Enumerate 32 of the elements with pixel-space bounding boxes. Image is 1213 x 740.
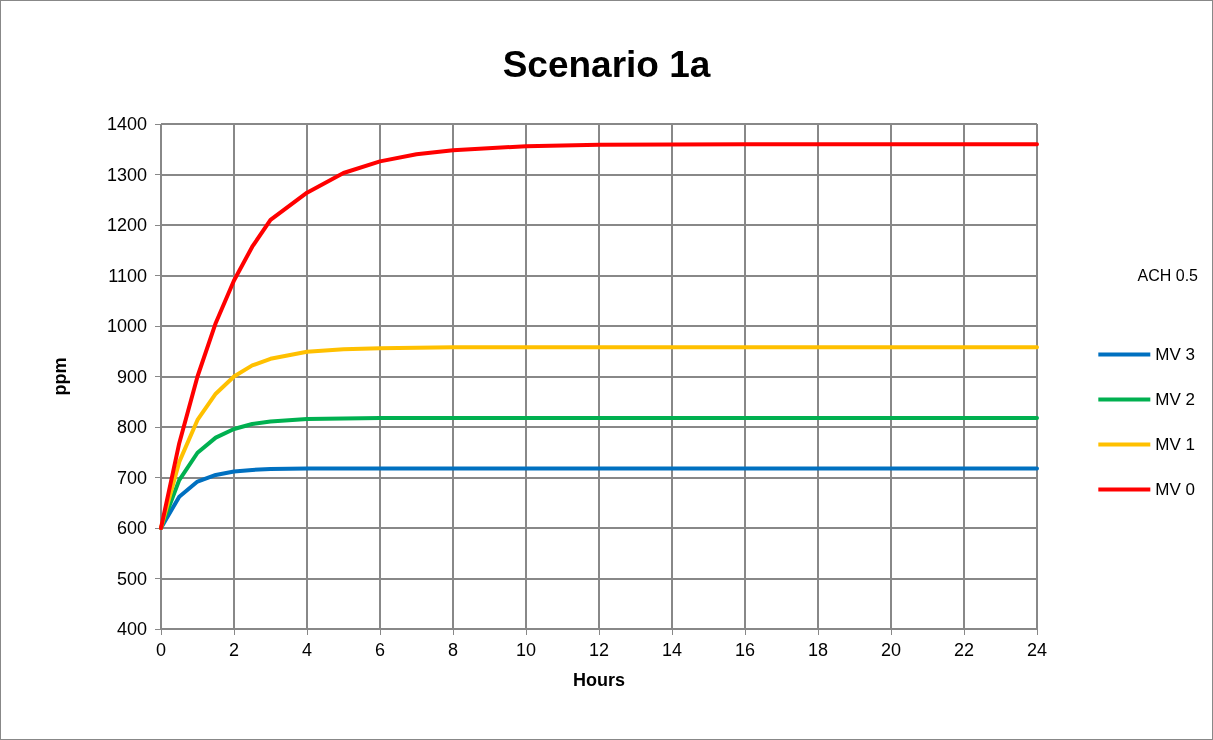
x-axis-title: Hours bbox=[572, 670, 626, 690]
x-tick-label: 2 bbox=[228, 640, 240, 660]
x-tick-label: 12 bbox=[588, 640, 610, 660]
y-tick-label: 1400 bbox=[106, 114, 147, 134]
y-tick-label: 500 bbox=[116, 568, 147, 589]
legend-label: MV 1 bbox=[1155, 435, 1196, 454]
x-tick-label: 10 bbox=[515, 640, 537, 660]
y-tick-label: 1100 bbox=[108, 265, 147, 286]
x-tick-label: 0 bbox=[155, 640, 167, 660]
y-tick-label: 900 bbox=[116, 366, 147, 387]
y-tick-label: 1200 bbox=[106, 215, 147, 235]
y-tick-label: 1300 bbox=[106, 164, 147, 185]
x-tick-label: 4 bbox=[301, 640, 313, 660]
y-axis-title: ppm bbox=[50, 357, 70, 396]
y-tick-label: 1000 bbox=[106, 316, 147, 336]
legend-title: ACH 0.5 bbox=[1137, 266, 1199, 284]
x-tick-label: 20 bbox=[880, 640, 902, 660]
y-tick-label: 600 bbox=[116, 518, 147, 538]
legend-label: MV 2 bbox=[1155, 390, 1196, 409]
legend-label: MV 3 bbox=[1155, 345, 1196, 364]
x-tick-label: 6 bbox=[374, 640, 386, 660]
x-tick-label: 22 bbox=[953, 640, 975, 660]
x-tick-label: 24 bbox=[1026, 640, 1048, 660]
x-tick-label: 14 bbox=[661, 640, 683, 660]
y-tick-label: 700 bbox=[116, 467, 147, 488]
y-tick-label: 800 bbox=[116, 417, 147, 437]
legend-label: MV 0 bbox=[1155, 480, 1196, 499]
chart-title: Scenario 1a bbox=[502, 44, 711, 85]
x-tick-label: 18 bbox=[807, 640, 829, 660]
x-tick-label: 8 bbox=[447, 640, 459, 660]
x-tick-label: 16 bbox=[734, 640, 756, 660]
y-tick-label: 400 bbox=[116, 619, 147, 639]
